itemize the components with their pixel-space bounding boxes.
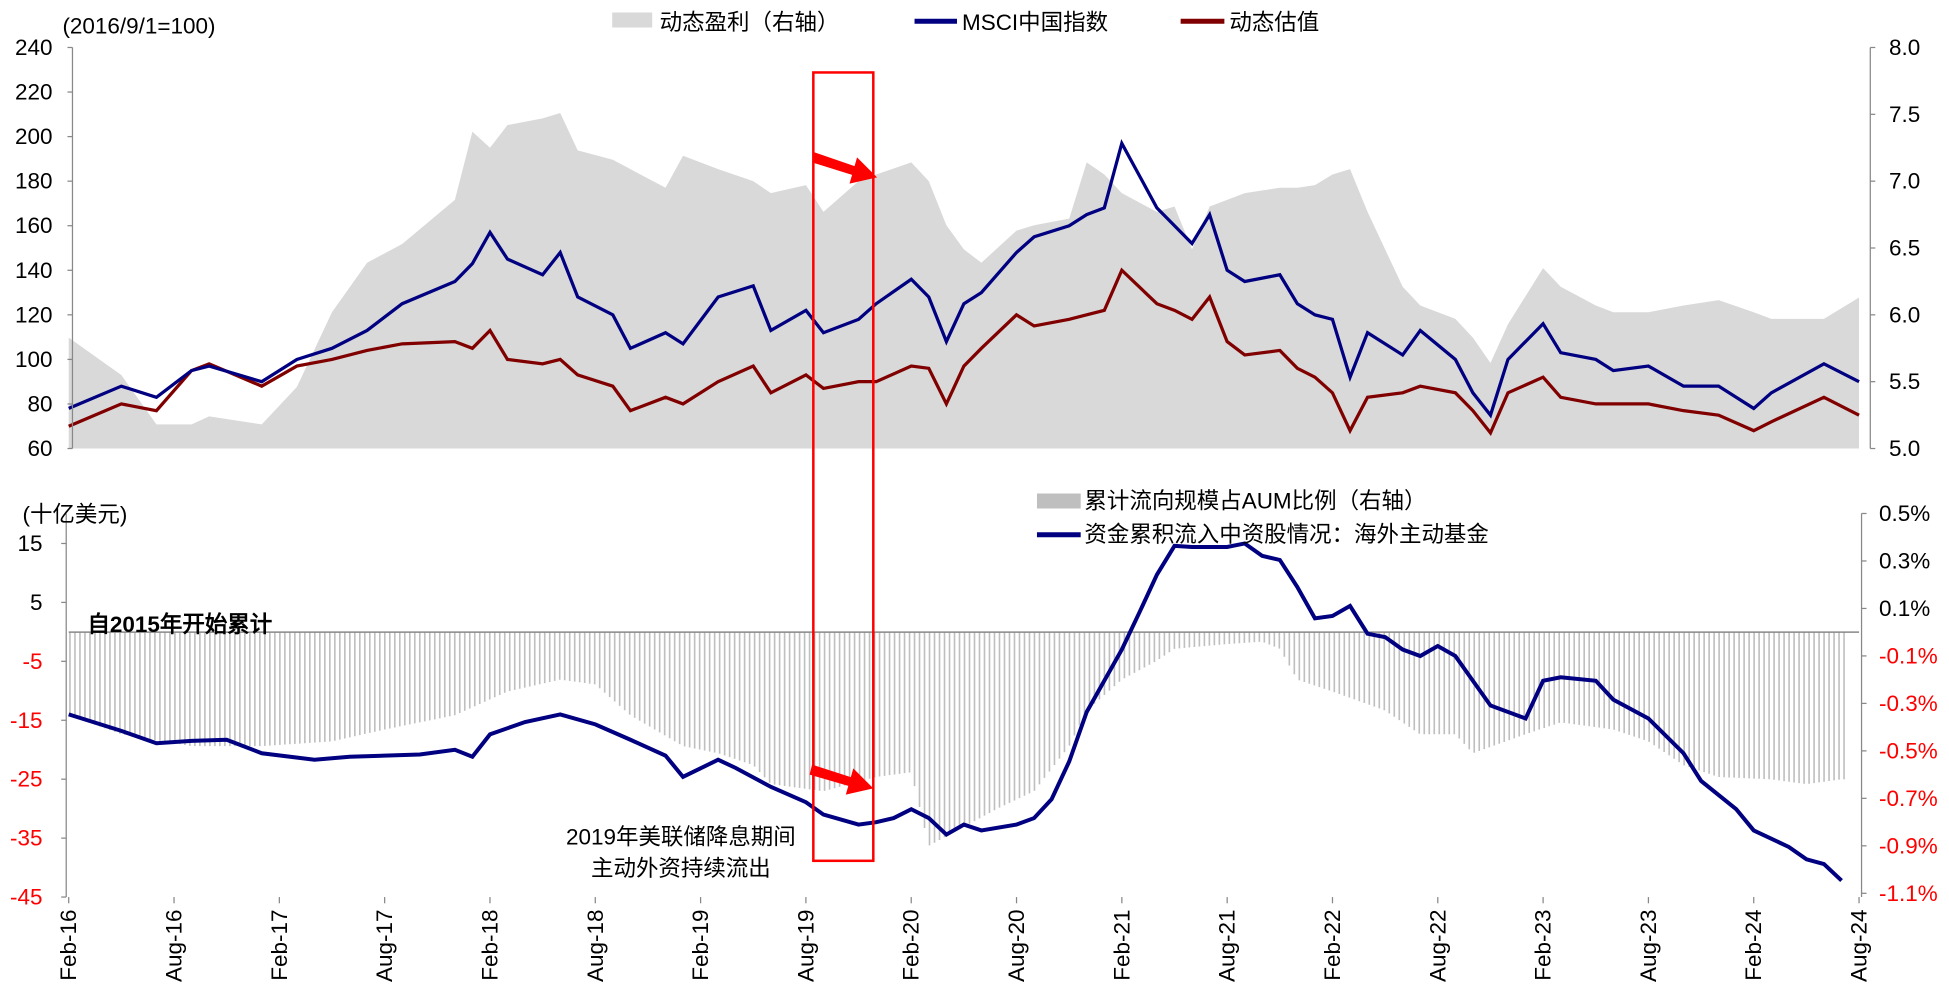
x-tick-label: Aug-17 [372, 910, 397, 982]
y-right-tick-label: 0.1% [1879, 596, 1930, 621]
bottom-chart: -45 -35 -25 -15 -5 5 15 -1.1% -0.9% -0.7% -0.5% -0.… [10, 488, 1938, 909]
y-right-tick-label: 7.5 [1889, 102, 1920, 127]
y-left-tick-label: 5 [30, 590, 42, 615]
x-tick-label: Feb-20 [899, 910, 924, 981]
x-tick-label: Feb-21 [1109, 910, 1134, 981]
x-tick-label: Aug-23 [1636, 910, 1661, 982]
top-legend: 动态盈利（右轴） MSCI中国指数 动态估值 [612, 10, 1319, 35]
legend-label-earnings: 动态盈利（右轴） [660, 10, 840, 35]
y-right-tick-label: 0.5% [1879, 501, 1930, 526]
y-left-tick-label: -25 [10, 767, 42, 792]
y-right-tick-label: 8.0 [1889, 35, 1920, 60]
top-unit-label: (2016/9/1=100) [62, 14, 215, 39]
y-left-tick-label: 60 [27, 436, 52, 461]
x-tick-label: Aug-21 [1215, 910, 1240, 982]
legend-label-valuation: 动态估值 [1229, 10, 1319, 35]
valuation-line [68, 267, 1860, 437]
x-tick-label: Aug-16 [162, 910, 187, 982]
x-tick-label: Aug-20 [1004, 910, 1029, 982]
y-right-tick-label: -0.5% [1879, 738, 1938, 763]
x-tick-label: Feb-22 [1320, 910, 1345, 981]
y-right-tick-label: -0.3% [1879, 691, 1938, 716]
x-tick-label: Aug-18 [583, 910, 608, 982]
y-right-tick-label: -0.7% [1879, 786, 1938, 811]
y-left-tick-label: 220 [15, 80, 52, 105]
x-tick-label: Aug-22 [1425, 910, 1450, 982]
top-chart: 60 80 100 120 140 160 180 200 220 240 5.0 5.5 6.0 6.5… [15, 10, 1920, 461]
x-tick-label: Aug-24 [1847, 910, 1872, 982]
legend-label-flow: 资金累积流入中资股情况：海外主动基金 [1084, 522, 1488, 547]
arrow-icon-bottom [809, 764, 874, 795]
y-left-tick-label: 240 [15, 35, 52, 60]
highlight-rect [812, 71, 875, 863]
highlight-text-line2: 主动外资持续流出 [591, 856, 771, 881]
y-left-tick-label: 80 [27, 391, 52, 416]
y-left-tick-label: -45 [10, 885, 42, 910]
y-left-tick-label: 100 [15, 347, 52, 372]
bottom-legend: 累计流向规模占AUM比例（右轴） 资金累积流入中资股情况：海外主动基金 [1036, 488, 1489, 547]
y-right-tick-label: -0.9% [1879, 833, 1938, 858]
highlight-text-line1: 2019年美联储降息期间 [566, 825, 796, 850]
y-right-tick-label: 6.5 [1889, 235, 1920, 260]
x-tick-label: Feb-18 [477, 910, 502, 981]
legend-swatch-earnings [612, 12, 653, 28]
x-tick-label: Feb-16 [56, 910, 81, 981]
x-tick-label: Feb-23 [1531, 910, 1556, 981]
x-tick-label: Feb-19 [688, 910, 713, 981]
legend-label-bars: 累计流向规模占AUM比例（右轴） [1084, 488, 1426, 513]
y-right-tick-label: -0.1% [1879, 643, 1938, 668]
y-right-tick-label: 7.0 [1889, 169, 1920, 194]
y-left-tick-label: -35 [10, 826, 42, 851]
y-left-tick-label: 200 [15, 124, 52, 149]
x-axis-ticks: Feb-16 Aug-16 Feb-17 Aug-17 Feb-18 Aug-18 Feb-… [56, 897, 1872, 982]
msci-china-line [68, 138, 1860, 419]
x-tick-label: Feb-24 [1741, 910, 1766, 981]
cumulative-annotation: 自2015年开始累计 [87, 611, 272, 637]
y-right-tick-label: 0.3% [1879, 548, 1930, 573]
y-left-tick-label: 180 [15, 169, 52, 194]
bottom-unit-label: (十亿美元) [22, 502, 127, 527]
aum-ratio-bars [69, 632, 1845, 846]
highlight-box [809, 71, 878, 863]
y-right-tick-label: 5.5 [1889, 369, 1920, 394]
y-left-tick-label: 15 [17, 531, 42, 556]
legend-label-msci: MSCI中国指数 [962, 10, 1108, 35]
bottom-axis-ticks: -45 -35 -25 -15 -5 5 15 -1.1% -0.9% -0.7% -0.5% -0.… [10, 501, 1938, 910]
y-left-tick-label: -5 [22, 649, 42, 674]
y-right-tick-label: 5.0 [1889, 436, 1920, 461]
y-right-tick-label: -1.1% [1879, 881, 1938, 906]
earnings-area [68, 112, 1860, 449]
arrow-icon-top [812, 152, 878, 184]
x-tick-label: Feb-17 [267, 910, 292, 981]
fund-flow-line [68, 541, 1843, 883]
y-left-tick-label: 160 [15, 213, 52, 238]
x-tick-label: Aug-19 [793, 910, 818, 982]
y-right-tick-label: 6.0 [1889, 302, 1920, 327]
y-left-tick-label: 140 [15, 258, 52, 283]
y-left-tick-label: -15 [10, 708, 42, 733]
y-left-tick-label: 120 [15, 302, 52, 327]
legend-swatch-bars [1036, 493, 1081, 509]
top-axis-ticks: 60 80 100 120 140 160 180 200 220 240 5.0 5.5 6.0 6.5… [15, 35, 1920, 461]
